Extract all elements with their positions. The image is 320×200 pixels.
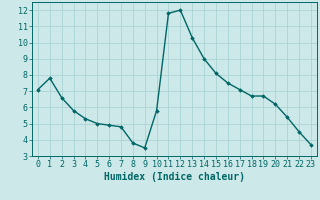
X-axis label: Humidex (Indice chaleur): Humidex (Indice chaleur) [104, 172, 245, 182]
